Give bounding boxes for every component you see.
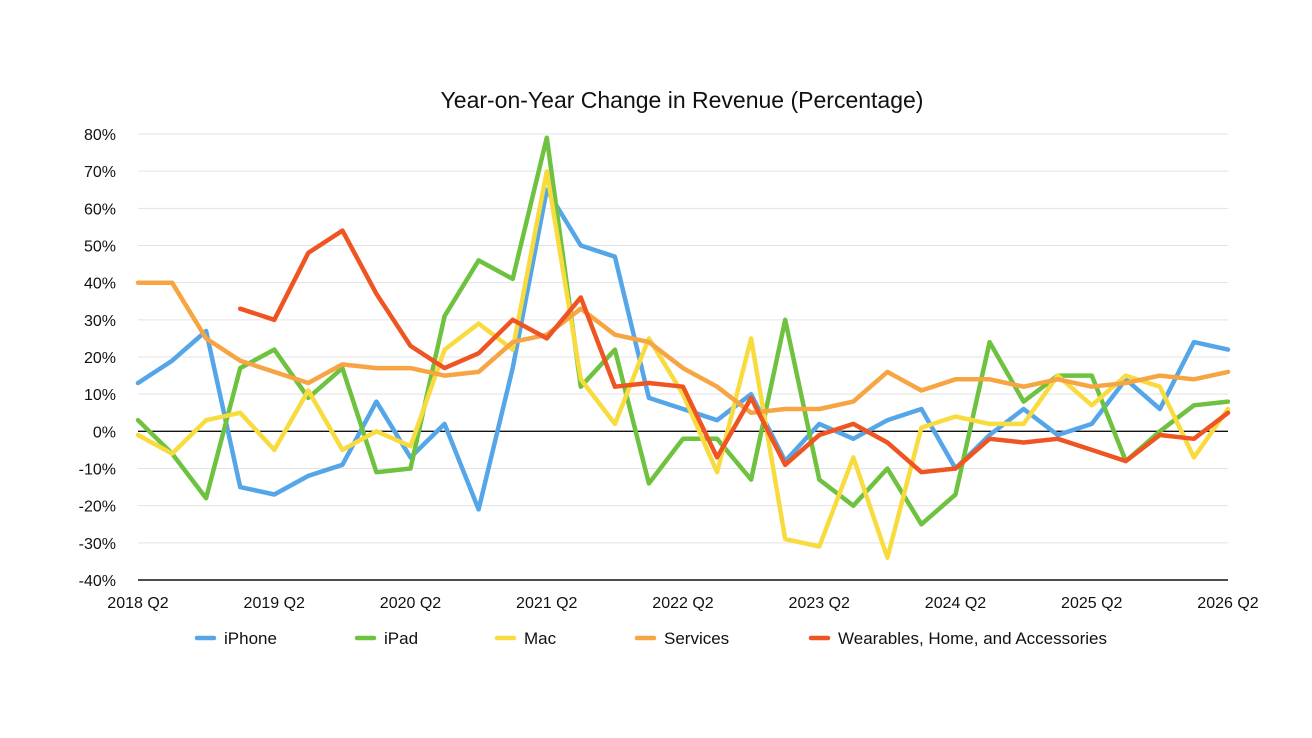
y-tick-label: 40% [84, 276, 116, 293]
series-line-wearables-home-and-accessories [237, 228, 1231, 475]
legend: iPhone iPad Mac Services Wearables, Home, an… [194, 629, 1107, 648]
series-line-mac [135, 168, 1231, 560]
y-tick-label: 10% [84, 387, 116, 404]
y-axis-tick-labels: 80% 70% 60% 50% 40% 30% 20% 10% 0% -10% -20% -30% -4… [79, 127, 116, 590]
y-tick-label: 20% [84, 350, 116, 367]
y-tick-label: -40% [79, 573, 116, 590]
legend-item: iPhone [194, 629, 277, 648]
chart-title: Year-on-Year Change in Revenue (Percenta… [441, 87, 924, 113]
x-tick-label: 2018 Q2 [107, 595, 168, 612]
y-tick-label: -20% [79, 499, 116, 516]
x-axis-tick-labels: 2018 Q2 2019 Q2 2020 Q2 2021 Q2 2022 Q2 2023 … [107, 595, 1258, 612]
series-line-services [135, 280, 1231, 416]
y-tick-label: 60% [84, 201, 116, 218]
legend-item: Services [634, 629, 729, 648]
x-tick-label: 2024 Q2 [925, 595, 986, 612]
x-tick-label: 2021 Q2 [516, 595, 577, 612]
legend-label: iPhone [224, 629, 277, 648]
gridlines [138, 133, 1228, 581]
legend-label: Services [664, 629, 729, 648]
y-tick-label: 0% [93, 424, 116, 441]
legend-label: Wearables, Home, and Accessories [838, 629, 1107, 648]
y-tick-label: 50% [84, 239, 116, 256]
legend-item: iPad [354, 629, 418, 648]
series-lines [135, 135, 1231, 560]
y-tick-label: 80% [84, 127, 116, 144]
x-tick-label: 2019 Q2 [244, 595, 305, 612]
legend-item: Wearables, Home, and Accessories [808, 629, 1107, 648]
x-tick-label: 2020 Q2 [380, 595, 441, 612]
y-tick-label: -10% [79, 462, 116, 479]
y-tick-label: 70% [84, 164, 116, 181]
x-tick-label: 2026 Q2 [1197, 595, 1258, 612]
legend-label: iPad [384, 629, 418, 648]
y-tick-label: -30% [79, 536, 116, 553]
y-tick-label: 30% [84, 313, 116, 330]
x-tick-label: 2023 Q2 [789, 595, 850, 612]
series-line-iphone [135, 187, 1231, 512]
x-tick-label: 2022 Q2 [652, 595, 713, 612]
legend-label: Mac [524, 629, 557, 648]
x-tick-label: 2025 Q2 [1061, 595, 1122, 612]
legend-item: Mac [494, 629, 557, 648]
series-line-ipad [135, 135, 1231, 527]
